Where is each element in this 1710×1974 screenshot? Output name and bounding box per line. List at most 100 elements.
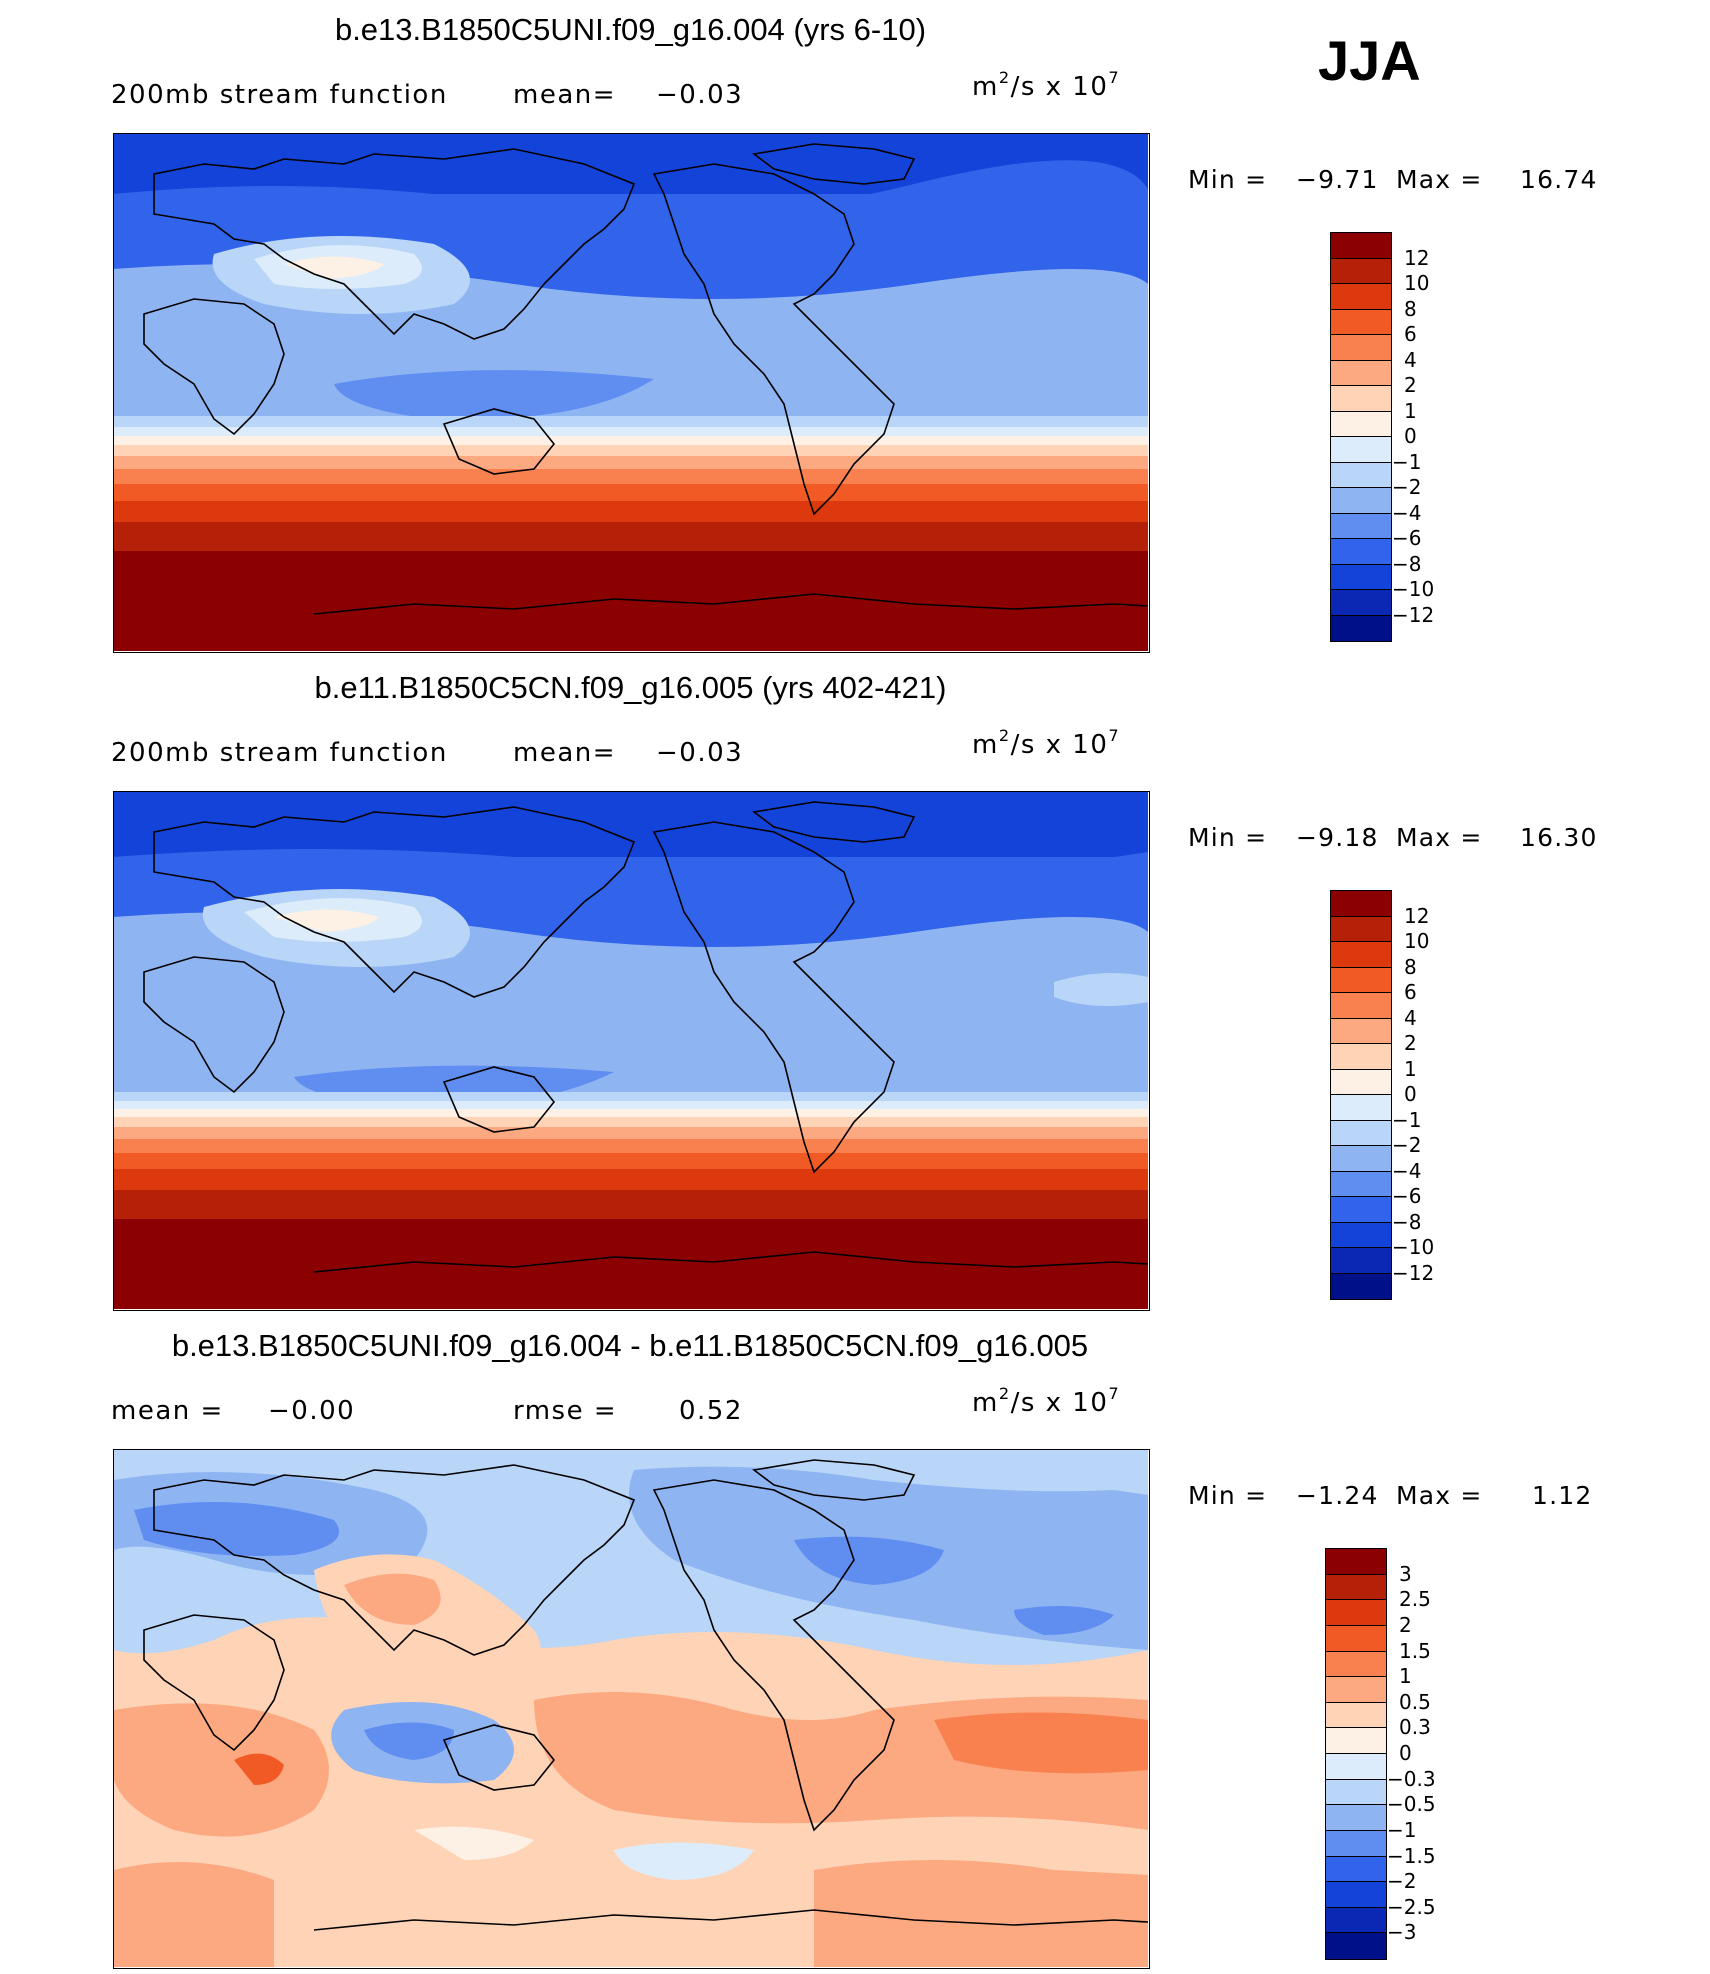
colorbar-tick-label: −8: [1392, 551, 1422, 576]
panel2-map: [113, 791, 1150, 1311]
colorbar-swatch: [1331, 891, 1391, 917]
colorbar-tick-label: −2.5: [1387, 1894, 1436, 1919]
colorbar-tick-label: 12: [1404, 245, 1430, 270]
panel1-min-label: Min =: [1188, 165, 1268, 194]
colorbar-swatch: [1326, 1907, 1386, 1934]
colorbar-tick-label: 0: [1404, 424, 1417, 448]
colorbar-tick-label: −1: [1392, 449, 1422, 474]
colorbar-swatch: [1326, 1830, 1386, 1857]
colorbar-swatch: [1326, 1728, 1386, 1754]
colorbar-tick-label: 6: [1404, 980, 1417, 1004]
colorbar-tick-label: 12: [1404, 903, 1430, 928]
colorbar-tick-label: −10: [1392, 577, 1435, 601]
colorbar-tick-label: 0.3: [1399, 1715, 1431, 1740]
colorbar-tick-label: 8: [1404, 954, 1417, 979]
colorbar-tick-label: −0.3: [1387, 1766, 1436, 1791]
colorbar-swatch: [1326, 1933, 1386, 1959]
colorbar-tick-label: 1: [1404, 1056, 1417, 1081]
colorbar-tick-label: 1: [1399, 1664, 1412, 1689]
panel1-max-value: 16.74: [1520, 165, 1598, 194]
colorbar-swatch: [1326, 1677, 1386, 1703]
panel2-max-value: 16.30: [1520, 823, 1598, 852]
colorbar-swatch: [1331, 437, 1391, 463]
colorbar-tick-label: 2: [1404, 373, 1417, 397]
colorbar-tick-label: −4: [1392, 1158, 1422, 1183]
colorbar-tick-label: −1: [1387, 1817, 1417, 1842]
panel3-mean-label: mean =: [111, 1396, 224, 1426]
colorbar-swatch: [1331, 1018, 1391, 1044]
panel2-title: b.e11.B1850C5CN.f09_g16.005 (yrs 402-421…: [314, 670, 947, 705]
colorbar-swatch: [1326, 1549, 1386, 1575]
colorbar-swatch: [1331, 1044, 1391, 1070]
colorbar-tick-label: −10: [1392, 1235, 1435, 1259]
colorbar-swatch: [1331, 360, 1391, 386]
colorbar-tick-label: −2: [1392, 475, 1422, 499]
colorbar-tick-label: 4: [1404, 347, 1417, 372]
colorbar-swatch: [1331, 564, 1391, 590]
colorbar-swatch: [1331, 916, 1391, 942]
colorbar-swatch: [1331, 1120, 1391, 1146]
colorbar-swatch: [1331, 993, 1391, 1019]
colorbar-tick-label: −4: [1392, 500, 1422, 525]
colorbar-tick-label: −2: [1387, 1869, 1417, 1894]
colorbar-swatch: [1326, 1574, 1386, 1601]
colorbar-swatch: [1331, 233, 1391, 259]
panel3-rmse-value: 0.52: [679, 1396, 743, 1426]
colorbar-tick-label: 0: [1399, 1741, 1412, 1765]
colorbar-tick-label: −12: [1392, 1260, 1435, 1285]
panel3-mean-value: −0.00: [268, 1396, 356, 1426]
season-label: JJA: [1318, 29, 1421, 92]
colorbar-swatch: [1331, 967, 1391, 993]
colorbar-tick-label: −2: [1392, 1133, 1422, 1157]
colorbar-swatch: [1331, 488, 1391, 514]
colorbar-tick-label: 2: [1399, 1612, 1412, 1637]
colorbar-swatch: [1326, 1600, 1386, 1626]
colorbar-swatch: [1331, 335, 1391, 361]
panel1-mean-label: mean=: [513, 80, 617, 110]
colorbar-swatch: [1331, 1248, 1391, 1274]
panel1-map: [113, 133, 1150, 653]
panel3-max-label: Max =: [1396, 1481, 1483, 1510]
colorbar-tick-label: 0: [1404, 1082, 1417, 1106]
colorbar-swatch: [1331, 1197, 1391, 1223]
colorbar-tick-label: −0.5: [1387, 1792, 1436, 1817]
panel2-mean-value: −0.03: [656, 738, 744, 768]
colorbar-swatch: [1326, 1625, 1386, 1652]
colorbar-swatch: [1326, 1651, 1386, 1678]
colorbar-tick-label: −6: [1392, 526, 1422, 550]
colorbar-swatch: [1331, 386, 1391, 412]
panel1-field-label: 200mb stream function: [111, 80, 448, 110]
panel3-min-value: −1.24: [1296, 1481, 1379, 1510]
colorbar-swatch: [1326, 1805, 1386, 1831]
colorbar-tick-label: −1.5: [1387, 1843, 1436, 1868]
colorbar-swatch: [1331, 942, 1391, 968]
colorbar-tick-label: 8: [1404, 296, 1417, 321]
colorbar-swatch: [1331, 462, 1391, 488]
colorbar-tick-label: 1: [1404, 398, 1417, 423]
colorbar-swatch: [1326, 1754, 1386, 1780]
panel2-mean-label: mean=: [513, 738, 617, 768]
colorbar-tick-label: −3: [1387, 1920, 1417, 1945]
colorbar-swatch: [1331, 1146, 1391, 1172]
panel2-units: m2/s x 107: [972, 725, 1121, 760]
colorbar-tick-label: 6: [1404, 322, 1417, 346]
panel3-units: m2/s x 107: [972, 1383, 1121, 1418]
panel2-max-label: Max =: [1396, 823, 1483, 852]
colorbar-swatch: [1331, 1273, 1391, 1299]
colorbar-tick-label: −6: [1392, 1184, 1422, 1208]
colorbar-swatch: [1331, 590, 1391, 616]
colorbar-swatch: [1331, 1069, 1391, 1095]
panel3-rmse-label: rmse =: [513, 1396, 618, 1426]
panel1-mean-value: −0.03: [656, 80, 744, 110]
colorbar-tick-label: −1: [1392, 1107, 1422, 1132]
colorbar-swatch: [1331, 309, 1391, 335]
colorbar-swatch: [1331, 513, 1391, 539]
colorbar-swatch: [1326, 1779, 1386, 1806]
panel1-min-value: −9.71: [1296, 165, 1379, 194]
colorbar-swatch: [1326, 1702, 1386, 1729]
colorbar-swatch: [1331, 615, 1391, 641]
colorbar-swatch: [1331, 1095, 1391, 1121]
colorbar-tick-label: 1.5: [1399, 1638, 1431, 1663]
panel2-min-value: −9.18: [1296, 823, 1379, 852]
panel3-min-label: Min =: [1188, 1481, 1268, 1510]
